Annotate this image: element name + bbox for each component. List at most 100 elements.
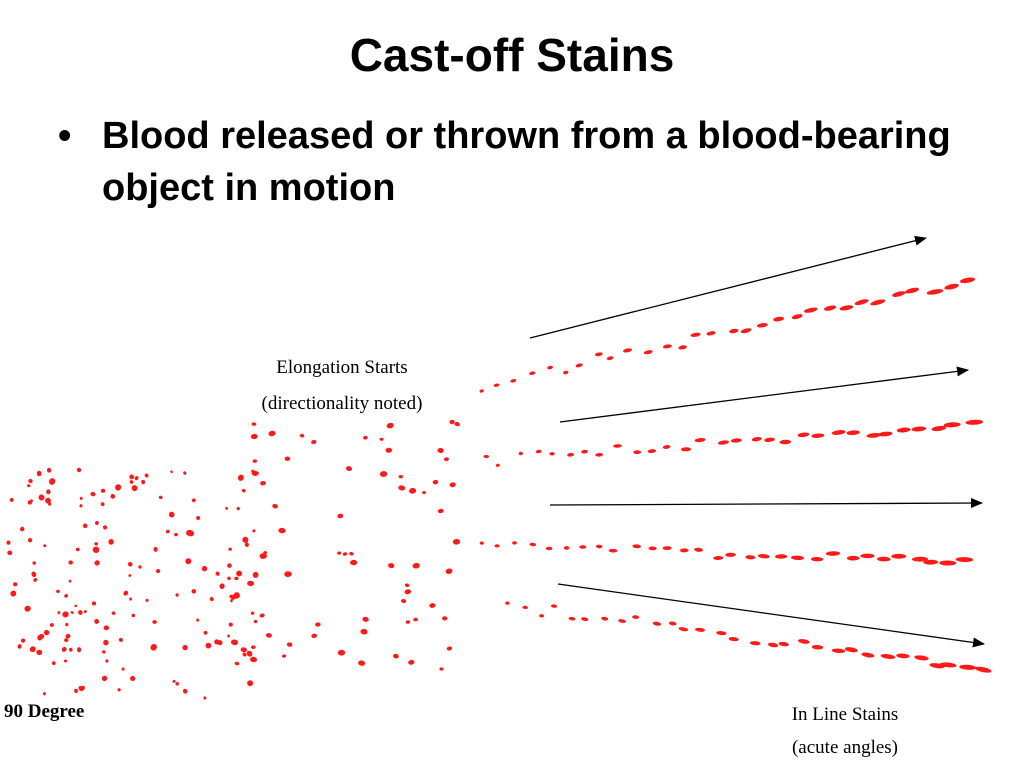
blood-drop [49, 623, 54, 627]
blood-drop [729, 328, 739, 334]
blood-drop [831, 430, 846, 435]
blood-drop [209, 597, 214, 602]
blood-drop [227, 634, 231, 638]
blood-drop [65, 633, 71, 639]
blood-drop [622, 348, 633, 353]
blood-drop [83, 610, 87, 614]
blood-drop [141, 479, 146, 485]
direction-arrow-2 [559, 366, 969, 423]
blood-drop [228, 622, 233, 627]
blood-drop [117, 688, 121, 692]
blood-drop [111, 611, 116, 615]
blood-drop [401, 598, 407, 604]
blood-drop [42, 692, 46, 696]
blood-drop [337, 649, 346, 656]
blood-drop [286, 642, 293, 647]
blood-drop [236, 570, 243, 577]
blood-drop [647, 449, 657, 454]
blood-drop [68, 560, 73, 565]
blood-drop [101, 675, 108, 682]
blood-drop [717, 440, 730, 445]
blood-drop [17, 644, 22, 649]
blood-drop [749, 641, 761, 646]
blood-drop [29, 646, 36, 653]
blood-drop [10, 590, 17, 597]
blood-drop [412, 562, 420, 569]
blood-drop [876, 556, 891, 562]
blood-drop [575, 363, 583, 368]
blood-drop [65, 622, 69, 627]
blood-drop [479, 541, 484, 545]
blood-drop [494, 544, 500, 548]
blood-drop [778, 641, 789, 647]
blood-drop [129, 474, 135, 480]
blood-drop [102, 525, 108, 530]
blood-drop [896, 653, 910, 659]
blood-drop [64, 638, 69, 643]
blood-drop [648, 546, 657, 551]
bullet-item: • Blood released or thrown from a blood-… [58, 110, 978, 214]
blood-drop [145, 598, 149, 602]
blood-drop [61, 646, 67, 652]
blood-drop [9, 497, 14, 502]
blood-drop [20, 638, 26, 643]
blood-drop [662, 344, 672, 349]
blood-drop [518, 451, 523, 456]
blood-drop [904, 287, 920, 294]
blood-drop [404, 589, 412, 595]
blood-drop [443, 457, 449, 462]
blood-drop [861, 652, 875, 658]
blood-drop [138, 565, 142, 569]
blood-drop [549, 452, 555, 456]
blood-drop [870, 299, 886, 306]
blood-drop [342, 552, 348, 556]
blood-drop [846, 430, 860, 436]
blood-drop [28, 478, 33, 484]
blood-drop [632, 544, 641, 549]
blood-drop [246, 650, 253, 657]
blood-drop [127, 562, 133, 567]
blood-drop [265, 633, 272, 638]
blood-drop [43, 544, 47, 548]
blood-drop [680, 548, 689, 553]
blood-drop [891, 553, 907, 559]
blood-drop [713, 555, 724, 561]
blood-drop [866, 433, 882, 438]
blood-drop [272, 503, 278, 509]
blood-drop [745, 555, 756, 560]
blood-drop [24, 605, 31, 612]
blood-drop [385, 447, 393, 453]
bullet-text: Blood released or thrown from a blood-be… [102, 115, 951, 209]
blood-drop [878, 431, 893, 437]
label-acute-angles: (acute angles) [792, 737, 898, 758]
blood-drop [606, 356, 614, 361]
blood-drop [568, 616, 576, 621]
blood-drop [449, 419, 455, 425]
blood-drop [168, 511, 175, 518]
blood-drop [797, 432, 810, 438]
blood-drop [191, 588, 197, 594]
blood-drop [196, 618, 200, 622]
blood-drop [926, 289, 944, 295]
blood-drop [131, 613, 136, 618]
blood-drop [563, 546, 570, 550]
blood-drop [94, 521, 99, 525]
blood-drop [30, 499, 33, 503]
blood-drop [393, 653, 399, 659]
blood-drop [203, 630, 208, 635]
blood-drop [19, 526, 25, 532]
blood-drop [804, 307, 818, 313]
blood-drop [662, 546, 672, 551]
blood-drop [437, 447, 444, 454]
blood-drop [825, 551, 841, 556]
blood-drop [240, 647, 247, 653]
blood-drop [439, 667, 444, 671]
blood-drop [479, 389, 484, 393]
label-in-line-stains: In Line Stains [792, 704, 899, 725]
blood-drop [896, 427, 911, 433]
blood-drop [236, 506, 240, 511]
blood-drop [128, 574, 132, 577]
blood-drop [943, 422, 961, 428]
blood-drop [409, 487, 417, 494]
